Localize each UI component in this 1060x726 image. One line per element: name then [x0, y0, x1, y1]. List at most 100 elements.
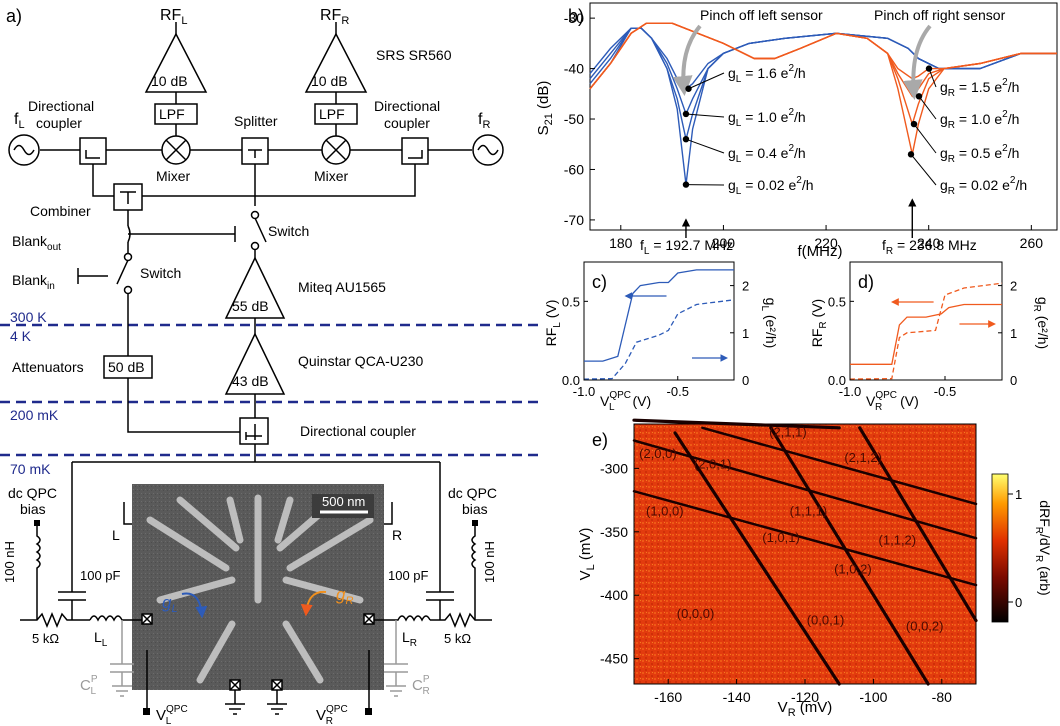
scale-bar-label: 500 nm — [322, 494, 365, 509]
s21-ytick-label-0: -30 — [564, 10, 584, 26]
gR-leader-2 — [913, 123, 937, 154]
stage-4k-label: 4 K — [10, 328, 32, 344]
panel-d-y2tick-label-0: 0 — [1010, 373, 1017, 388]
panel-label-a: a) — [6, 6, 22, 26]
panel-label-d: d) — [858, 272, 874, 292]
v-right-label: VQPC R — [316, 704, 348, 726]
panel-d-ytick-label-1: 0.5 — [828, 294, 846, 309]
heatmap-image — [633, 423, 977, 685]
switch-top-label: Switch — [268, 223, 309, 239]
transition-line-6 — [858, 426, 978, 623]
panel-c-ytick-label-0: 0.0 — [562, 373, 580, 388]
panel-c-y2tick-label-2: 2 — [742, 279, 749, 294]
heatmap-xtick-label-1: -140 — [723, 689, 751, 705]
s21-xlabel: f(MHz) — [798, 243, 843, 260]
colorbar-tick-high: 1 — [1015, 487, 1022, 502]
colorbar — [991, 473, 1009, 623]
charge-state-label-7: (1,1,2) — [879, 532, 917, 547]
dir-coupler-right-label-2: coupler — [384, 115, 430, 131]
rf-right-chart: d) -1.0 -0.5 0.0 0.5 0 1 2 RFR (V) gR (e²/h) V… — [809, 261, 1051, 413]
splitter-label: Splitter — [234, 113, 278, 129]
lpf-left-label: LPF — [159, 106, 185, 122]
charge-stability-map: e) (2,0,0) (2,1,1) (2,0,1) (2,1,2) (1,0,0) (1… — [577, 418, 1053, 719]
attenuators-label: Attenuators — [12, 359, 84, 375]
cap-left-value: 100 pF — [80, 568, 121, 583]
charge-state-label-6: (1,0,1) — [762, 530, 800, 545]
amp-model-label: SRS SR560 — [376, 47, 452, 63]
rf-left-label: RFL — [160, 7, 187, 27]
panel-c-series-1 — [583, 299, 735, 380]
colorbar-label: dRFR/dVR (arb) — [1033, 500, 1053, 595]
switch-bottom-label: Switch — [140, 265, 181, 281]
transition-line-3 — [632, 418, 841, 430]
attenuator-value: 50 dB — [108, 359, 145, 375]
charge-state-label-3: (2,1,2) — [844, 450, 882, 465]
transition-line-5 — [769, 426, 930, 686]
charge-state-label-8: (1,0,2) — [834, 562, 872, 577]
charge-state-label-2: (2,0,1) — [694, 456, 732, 471]
amp-left-gain: 10 dB — [151, 73, 188, 89]
dc-bias-left-2: bias — [20, 501, 46, 517]
s21-ytick-label-3: -60 — [564, 161, 584, 177]
panel-d-xtick-label-1: -0.5 — [934, 384, 956, 399]
f-right-label: fR — [478, 111, 490, 131]
charge-state-label-0: (2,0,0) — [639, 446, 677, 461]
panel-label-b: b) — [568, 6, 584, 26]
dc-bias-left-1: dc QPC — [8, 485, 57, 501]
heatmap-ytick-label-0: -300 — [600, 460, 628, 476]
miteq-gain: 55 dB — [232, 298, 269, 314]
f-left-label: fL — [14, 111, 25, 131]
cp-right-label: CP R — [412, 674, 430, 697]
s21-xtick-label-0: 180 — [609, 235, 633, 251]
charge-state-label-4: (1,0,0) — [646, 503, 684, 518]
s21-series-line-3 — [589, 27, 1057, 90]
rf-right-xlabel: VQPC R (V) — [866, 390, 919, 413]
heatmap-ylabel: VL (mV) — [577, 528, 597, 581]
stage-70mk-label: 70 mK — [10, 461, 51, 477]
gR-leader-1 — [918, 96, 937, 120]
quinstar-gain: 43 dB — [232, 373, 269, 389]
sensor-left-label: L — [112, 527, 120, 543]
pinch-right-arrow — [902, 24, 932, 100]
circuit-panel: a) RFL 10 dB LPF RFR 10 dB SRS SR560 LPF… — [0, 6, 540, 726]
transition-line-2 — [701, 426, 978, 506]
rf-left-xlabel: VQPC L (V) — [600, 390, 651, 413]
charge-state-label-9: (0,0,0) — [677, 606, 715, 621]
rf-left-plot-frame — [583, 261, 735, 381]
gL-leader-2 — [685, 138, 725, 154]
dc-bias-right-1: dc QPC — [448, 485, 497, 501]
charge-state-label-1: (2,1,1) — [769, 425, 807, 440]
s21-plot-frame — [589, 2, 1058, 231]
dir-coupler-left-label-1: Directional — [28, 98, 94, 114]
panel-d-series-0 — [850, 303, 1002, 365]
res-left-value: 5 kΩ — [32, 631, 59, 646]
lead-inductor-left: LL — [94, 629, 108, 649]
pinch-left-label: Pinch off left sensor — [700, 7, 823, 23]
heatmap-xtick-label-0: -160 — [654, 689, 682, 705]
pinch-right-label: Pinch off right sensor — [874, 7, 1006, 23]
panel-d-y2tick-label-2: 2 — [1010, 279, 1017, 294]
heatmap-ytick-label-1: -350 — [600, 524, 628, 540]
gR-label-2: gR = 0.5 e2/h — [940, 143, 1019, 165]
transition-line-0 — [632, 489, 978, 587]
panel-label-e: e) — [592, 430, 608, 450]
s21-series-line-2 — [589, 27, 1057, 116]
panel-d-ytick-label-0: 0.0 — [828, 373, 846, 388]
gL-leader-0 — [688, 72, 725, 90]
gL-leader-1 — [685, 113, 725, 118]
panel-c-xtick-label-0: -1.0 — [573, 384, 595, 399]
heatmap-xtick-label-3: -100 — [859, 689, 887, 705]
fL-annotation: fL = 192.7 MHz — [640, 237, 733, 257]
inductor-left-value: 100 nH — [2, 541, 17, 583]
s21-xtick-label-2: 220 — [814, 235, 838, 251]
panel-d-series-1 — [849, 282, 1003, 380]
heatmap-ytick-label-2: -400 — [600, 587, 628, 603]
s21-series-line-7 — [589, 22, 1057, 90]
g-right-label: gR — [336, 585, 353, 607]
dir-coupler-left-label-2: coupler — [36, 115, 82, 131]
s21-ylabel: S21 (dB) — [535, 81, 555, 136]
rf-right-label: RFR — [320, 7, 349, 27]
pinch-left-arrow — [672, 24, 702, 96]
s21-xtick-label-4: 260 — [1020, 235, 1044, 251]
